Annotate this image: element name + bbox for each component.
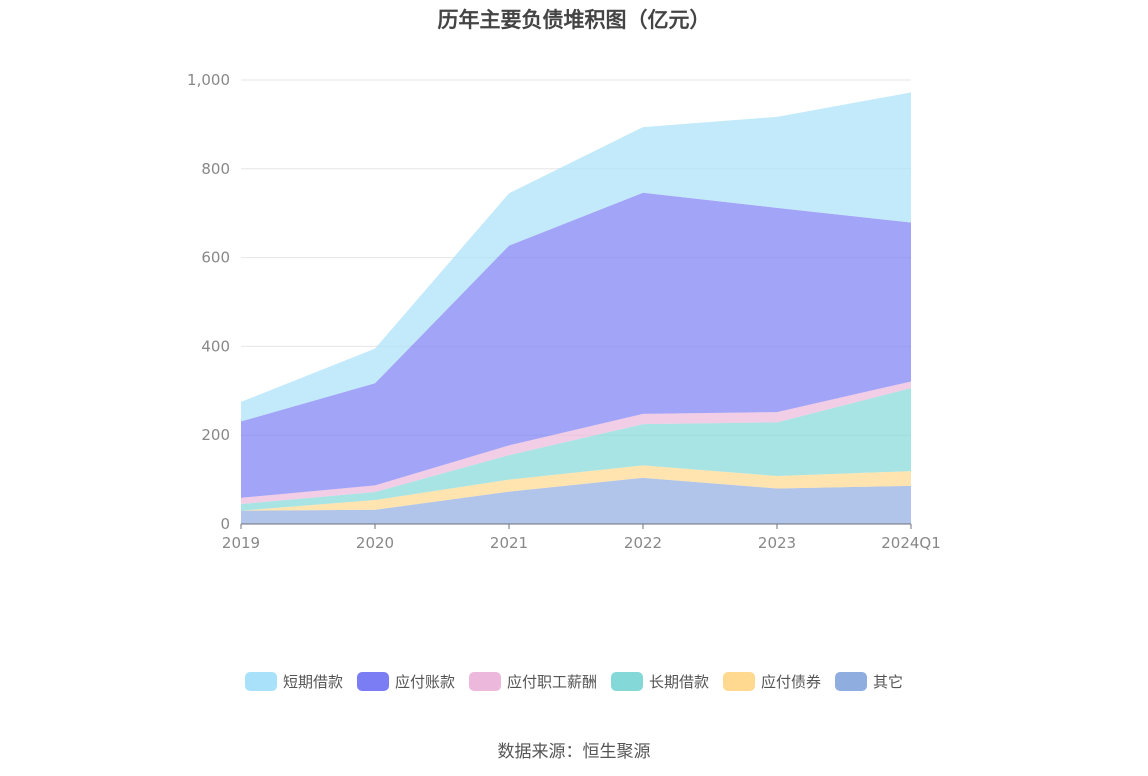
legend-item[interactable]: 应付债券: [723, 671, 821, 692]
legend: 短期借款 应付账款 应付职工薪酬 长期借款 应付债券 其它: [0, 671, 1148, 692]
x-tick-label: 2023: [758, 534, 796, 552]
y-tick-label: 800: [201, 160, 230, 178]
area-应付账款[interactable]: [241, 192, 911, 498]
legend-swatch: [244, 672, 277, 691]
area-长期借款[interactable]: [241, 388, 911, 511]
x-tick-label: 2024Q1: [881, 534, 941, 552]
y-tick-label: 600: [201, 249, 230, 267]
legend-swatch: [723, 672, 756, 691]
x-tick-label: 2021: [490, 534, 528, 552]
legend-item[interactable]: 其它: [835, 671, 903, 692]
legend-swatch: [611, 672, 643, 691]
legend-item[interactable]: 应付职工薪酬: [468, 671, 597, 692]
legend-label: 应付账款: [394, 673, 455, 691]
area-应付职工薪酬[interactable]: [241, 381, 911, 505]
legend-swatch: [356, 672, 389, 691]
area-短期借款[interactable]: [241, 92, 911, 422]
legend-item[interactable]: 应付账款: [356, 671, 455, 692]
stacked-area-chart: 0 200 400 600 800 1,000 2019 2020 2021 2022 2023 20…: [187, 71, 941, 552]
legend-item[interactable]: 短期借款: [244, 671, 343, 692]
chart-title: 历年主要负债堆积图（亿元）: [437, 8, 711, 32]
y-tick-label: 1,000: [187, 71, 230, 89]
legend-label: 其它: [873, 673, 904, 691]
y-tick-label: 0: [220, 515, 230, 533]
x-tick-label: 2020: [356, 534, 394, 552]
legend-swatch: [835, 672, 868, 691]
data-source: 数据来源：恒生聚源: [497, 742, 651, 762]
y-tick-label: 200: [201, 426, 230, 444]
legend-label: 应付职工薪酬: [506, 673, 597, 691]
legend-label: 应付债券: [761, 673, 822, 691]
legend-item[interactable]: 长期借款: [611, 671, 709, 692]
y-tick-label: 400: [201, 337, 230, 355]
area-其它[interactable]: [241, 477, 911, 524]
area-series: [241, 92, 911, 524]
legend-label: 短期借款: [282, 673, 343, 691]
area-应付债券[interactable]: [241, 465, 911, 511]
legend-swatch: [468, 672, 501, 691]
x-tick-label: 2019: [222, 534, 260, 552]
axes: 0 200 400 600 800 1,000 2019 2020 2021 2022 2023 20…: [187, 71, 941, 552]
x-tick-label: 2022: [624, 534, 662, 552]
legend-label: 长期借款: [649, 673, 710, 691]
